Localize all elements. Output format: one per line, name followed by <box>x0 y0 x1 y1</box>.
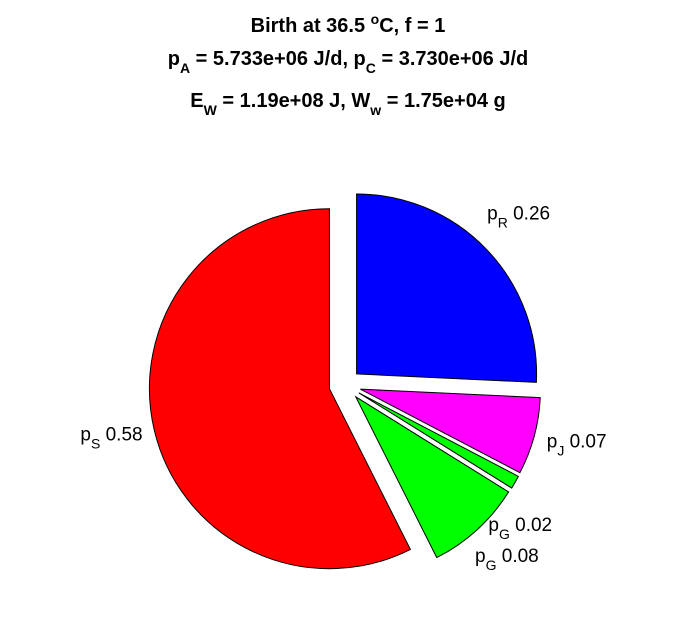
pie-slice-pg-3 <box>354 395 510 559</box>
title-line-2: pA = 5.733e+06 J/d, pC = 3.730e+06 J/d <box>168 48 529 76</box>
pie-slice-pg-2 <box>358 392 520 489</box>
pie-slice-pr-0 <box>356 193 538 383</box>
pie-labels: pR 0.26 pJ 0.07 pG 0.02 pG 0.08 pS 0.58 <box>80 203 606 573</box>
pie-slices <box>148 193 541 570</box>
pie-label-ps-4: pS 0.58 <box>80 424 142 451</box>
pie-slice-pj-1 <box>360 388 541 474</box>
pie-slice-ps-4 <box>148 208 412 570</box>
title-line-1: Birth at 36.5 oC, f = 1 <box>251 11 446 37</box>
pie-label-pr-0: pR 0.26 <box>487 203 550 230</box>
chart-title: Birth at 36.5 oC, f = 1 pA = 5.733e+06 J… <box>168 11 529 118</box>
pie-label-pg-3: pG 0.08 <box>475 546 539 573</box>
pie-label-pg-2: pG 0.02 <box>488 515 552 542</box>
pie-label-pj-1: pJ 0.07 <box>547 432 607 459</box>
title-line-3: EW = 1.19e+08 J, Ww = 1.75e+04 g <box>190 90 505 118</box>
